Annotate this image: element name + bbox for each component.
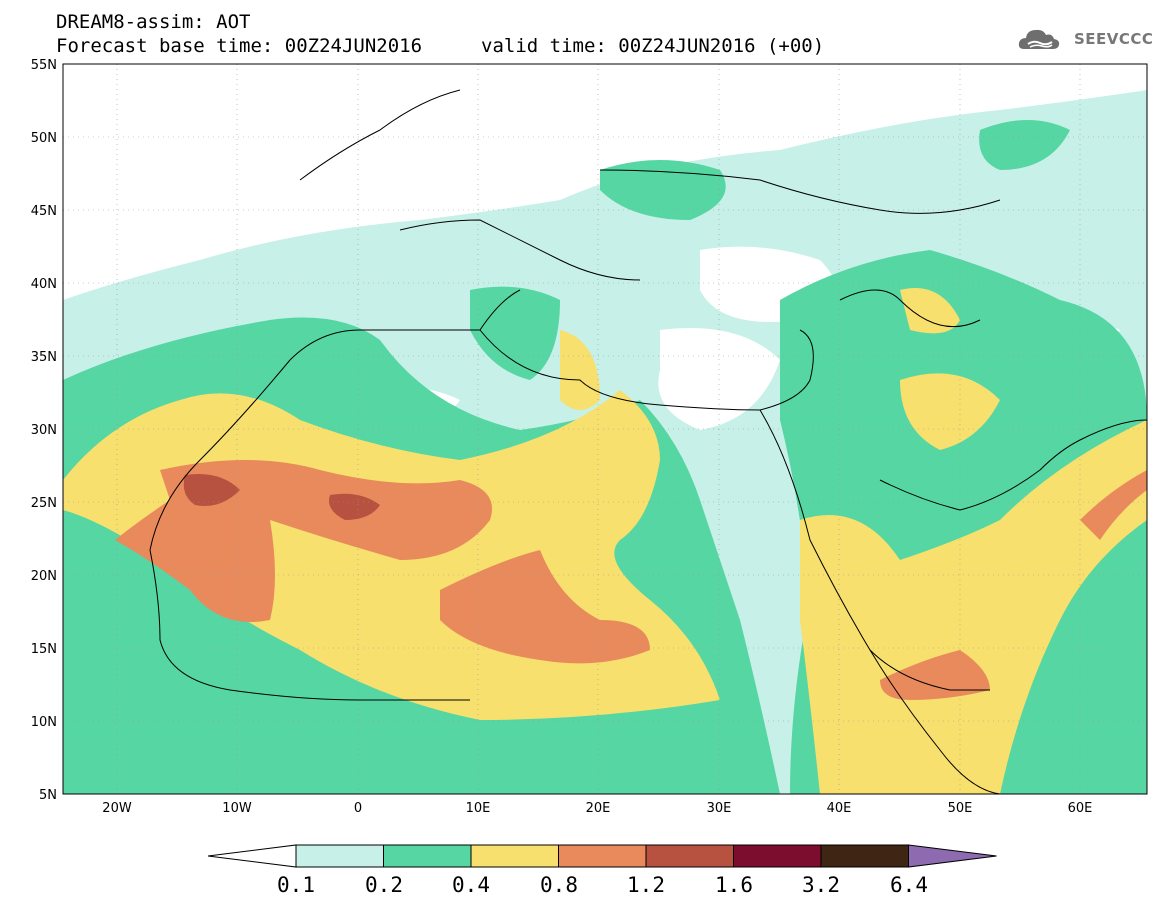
lat-label: 50N — [31, 131, 57, 146]
lon-label: 10W — [222, 801, 252, 816]
lat-label: 5N — [39, 788, 57, 803]
lat-label: 20N — [31, 569, 57, 584]
legend-label: 0.2 — [365, 873, 403, 897]
legend-label: 1.6 — [715, 873, 753, 897]
legend-label: 1.2 — [627, 873, 665, 897]
lat-label: 40N — [31, 277, 57, 292]
graticule — [63, 64, 1147, 794]
coastlines — [149, 89, 1147, 794]
legend-swatch — [558, 844, 647, 868]
legend-label: 0.8 — [540, 873, 578, 897]
lat-label: 25N — [31, 496, 57, 511]
lat-axis: 55N 50N 45N 40N 35N 30N 25N 20N 15N 10N … — [31, 58, 57, 803]
lat-label: 30N — [31, 423, 57, 438]
forecast-base-time: Forecast base time: 00Z24JUN2016 — [56, 35, 423, 57]
aot-field — [63, 64, 1147, 794]
legend-swatch — [820, 844, 909, 868]
map-frame — [62, 63, 1148, 795]
legend-arrow-high — [908, 844, 997, 868]
lon-label: 40E — [827, 801, 852, 816]
cloud-logo-icon — [1018, 29, 1060, 49]
lon-label: 50E — [948, 801, 973, 816]
legend-swatch — [470, 844, 559, 868]
legend-label: 0.4 — [452, 873, 490, 897]
legend-swatch — [383, 844, 472, 868]
legend-boxes — [207, 844, 997, 868]
logo-text: SEEVCCC — [1074, 30, 1154, 48]
lat-label: 45N — [31, 204, 57, 219]
lon-label: 20W — [102, 801, 132, 816]
legend-label: 0.1 — [277, 873, 315, 897]
lat-label: 35N — [31, 350, 57, 365]
lat-label: 10N — [31, 715, 57, 730]
map-title: DREAM8-assim: AOT — [56, 11, 251, 33]
aot-band-1.2 — [183, 474, 240, 506]
lon-label: 20E — [586, 801, 611, 816]
lat-label: 15N — [31, 642, 57, 657]
legend-swatch — [295, 844, 384, 868]
lon-label: 30E — [707, 801, 732, 816]
legend-swatch — [733, 844, 822, 868]
legend-label: 3.2 — [802, 873, 840, 897]
legend-swatch — [645, 844, 734, 868]
valid-time: valid time: 00Z24JUN2016 (+00) — [481, 35, 825, 57]
lon-label: 60E — [1068, 801, 1093, 816]
lon-axis: 20W 10W 0 10E 20E 30E 40E 50E 60E — [102, 801, 1092, 816]
lon-label: 0 — [354, 801, 362, 816]
legend-arrow-low — [207, 844, 297, 868]
legend-labels: 0.1 0.2 0.4 0.8 1.2 1.6 3.2 6.4 — [277, 873, 928, 897]
legend-label: 6.4 — [890, 873, 928, 897]
lat-label: 55N — [31, 58, 57, 73]
lon-label: 10E — [466, 801, 491, 816]
